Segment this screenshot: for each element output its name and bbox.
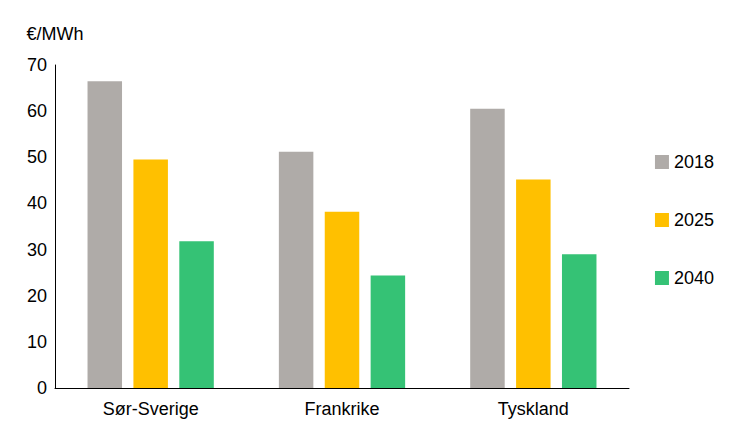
svg-text:Tyskland: Tyskland	[498, 399, 569, 419]
svg-text:20: 20	[27, 286, 47, 306]
svg-text:€/MWh: €/MWh	[26, 24, 83, 44]
svg-text:10: 10	[27, 332, 47, 352]
svg-text:2040: 2040	[674, 268, 714, 288]
svg-text:40: 40	[27, 193, 47, 213]
svg-text:2025: 2025	[674, 210, 714, 230]
svg-text:30: 30	[27, 240, 47, 260]
svg-text:50: 50	[27, 147, 47, 167]
svg-text:70: 70	[27, 55, 47, 75]
svg-text:60: 60	[27, 101, 47, 121]
svg-text:Frankrike: Frankrike	[304, 399, 379, 419]
svg-text:Sør-Sverige: Sør-Sverige	[103, 399, 199, 419]
svg-text:0: 0	[37, 378, 47, 398]
svg-text:2018: 2018	[674, 152, 714, 172]
